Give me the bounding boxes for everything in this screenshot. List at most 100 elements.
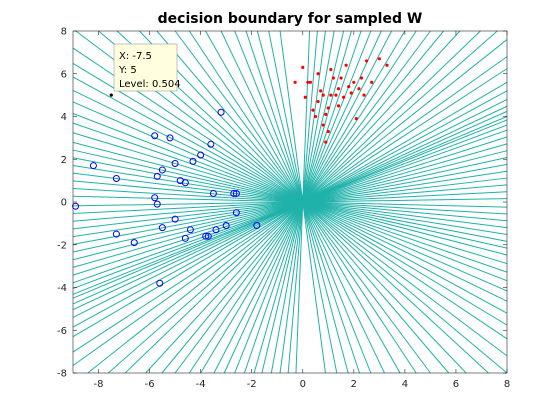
point-class1[interactable] — [186, 226, 194, 234]
point-class1[interactable] — [158, 166, 166, 174]
decision-boundary-lines — [72, 30, 508, 374]
boundary-line-16 — [72, 76, 508, 314]
x-tick-label: 4 — [402, 379, 408, 390]
y-tick-label: -2 — [57, 240, 67, 251]
x-tick-label: 0 — [300, 379, 306, 390]
point-class2[interactable] — [303, 95, 307, 99]
y-tick-label: 0 — [61, 198, 67, 209]
data-tip[interactable]: X: -7.5 Y: 5 Level: 0.504 — [113, 43, 181, 92]
point-class2[interactable] — [344, 63, 348, 67]
point-class1[interactable] — [189, 157, 197, 165]
point-class2[interactable] — [329, 93, 333, 97]
point-class2[interactable] — [326, 129, 330, 134]
x-tick-label: -2 — [247, 379, 257, 390]
y-tick-label: -6 — [57, 326, 67, 337]
x-tick-label: -4 — [196, 379, 206, 390]
point-class2[interactable] — [359, 76, 364, 80]
y-tick-label: 8 — [61, 27, 67, 38]
point-class2[interactable] — [377, 57, 381, 61]
point-class1[interactable] — [151, 132, 159, 140]
point-class1[interactable] — [253, 222, 261, 230]
chart-title: decision boundary for sampled W — [158, 11, 423, 27]
point-class2[interactable] — [326, 106, 330, 110]
point-class2[interactable] — [385, 63, 389, 67]
point-class1[interactable] — [222, 222, 230, 230]
point-class2[interactable] — [316, 72, 320, 76]
boundary-line-29 — [72, 195, 508, 208]
point-class2[interactable] — [324, 112, 328, 116]
point-class1[interactable] — [112, 174, 120, 182]
point-class2[interactable] — [370, 80, 374, 84]
point-class1[interactable] — [207, 140, 215, 148]
point-class2[interactable] — [354, 117, 358, 121]
point-class2[interactable] — [293, 80, 297, 84]
boundary-line-48 — [72, 81, 508, 338]
point-class1[interactable] — [130, 239, 138, 247]
point-class1[interactable] — [202, 232, 210, 240]
point-class1[interactable] — [171, 160, 179, 168]
point-class1[interactable] — [153, 172, 161, 180]
point-class1[interactable] — [158, 224, 166, 232]
point-class2[interactable] — [329, 67, 333, 72]
point-class2[interactable] — [316, 99, 320, 104]
data-tip-x: X: -7.5 — [119, 51, 152, 62]
point-class1[interactable] — [151, 194, 159, 202]
point-class1[interactable] — [197, 151, 205, 159]
point-class2[interactable] — [321, 123, 325, 127]
point-class2[interactable] — [352, 80, 356, 84]
point-class1[interactable] — [112, 230, 120, 238]
point-class1[interactable] — [232, 209, 240, 217]
boundary-line-17 — [72, 89, 508, 302]
point-class2[interactable] — [347, 84, 351, 89]
point-class1[interactable] — [212, 226, 220, 234]
point-class1[interactable] — [72, 202, 80, 210]
point-class2[interactable] — [339, 76, 343, 80]
boundary-line-49 — [72, 68, 508, 353]
point-class2[interactable] — [311, 108, 315, 112]
point-class2[interactable] — [362, 93, 366, 97]
point-class2[interactable] — [342, 95, 346, 99]
point-class2[interactable] — [331, 76, 335, 80]
x-tick-label: -8 — [94, 379, 104, 390]
boundary-line-21 — [72, 132, 508, 265]
point-class2[interactable] — [364, 59, 369, 63]
point-class1[interactable] — [181, 179, 189, 187]
point-class1[interactable] — [217, 108, 225, 116]
point-class1[interactable] — [230, 189, 238, 197]
point-class2[interactable] — [336, 87, 341, 91]
boundary-line-50 — [72, 56, 508, 366]
point-class2[interactable] — [334, 93, 338, 97]
point-class2[interactable] — [321, 93, 325, 97]
y-tick-label: -4 — [57, 283, 67, 294]
point-class1[interactable] — [153, 200, 161, 208]
x-tick-label: -6 — [145, 379, 155, 390]
point-class2[interactable] — [324, 140, 328, 144]
point-class1[interactable] — [166, 134, 174, 142]
boundary-line-15 — [72, 63, 508, 326]
point-class2[interactable] — [313, 114, 318, 119]
data-tip-y: Y: 5 — [118, 65, 137, 76]
point-class2[interactable] — [319, 89, 323, 93]
point-class1[interactable] — [232, 189, 240, 197]
point-class1[interactable] — [181, 234, 189, 242]
x-tick-label: 6 — [453, 379, 459, 390]
point-class1[interactable] — [204, 232, 212, 240]
boundary-line-68 — [295, 30, 311, 374]
point-class1[interactable] — [209, 189, 217, 197]
y-tick-label: 6 — [61, 69, 67, 80]
point-class1[interactable] — [156, 279, 164, 287]
data-tip-box — [113, 43, 178, 92]
data-tip-level: Level: 0.504 — [119, 79, 181, 90]
point-class1[interactable] — [171, 215, 179, 223]
point-class2[interactable] — [357, 87, 361, 91]
boundary-line-18 — [72, 101, 508, 292]
point-class2[interactable] — [301, 65, 305, 69]
point-class2[interactable] — [306, 80, 310, 84]
boundary-line-20 — [72, 122, 508, 273]
point-class2[interactable] — [308, 80, 313, 84]
point-class2[interactable] — [336, 104, 341, 108]
boundary-line-14 — [72, 47, 508, 340]
selected-point[interactable] — [109, 93, 113, 97]
point-class2[interactable] — [349, 91, 353, 95]
point-class1[interactable] — [89, 162, 97, 170]
